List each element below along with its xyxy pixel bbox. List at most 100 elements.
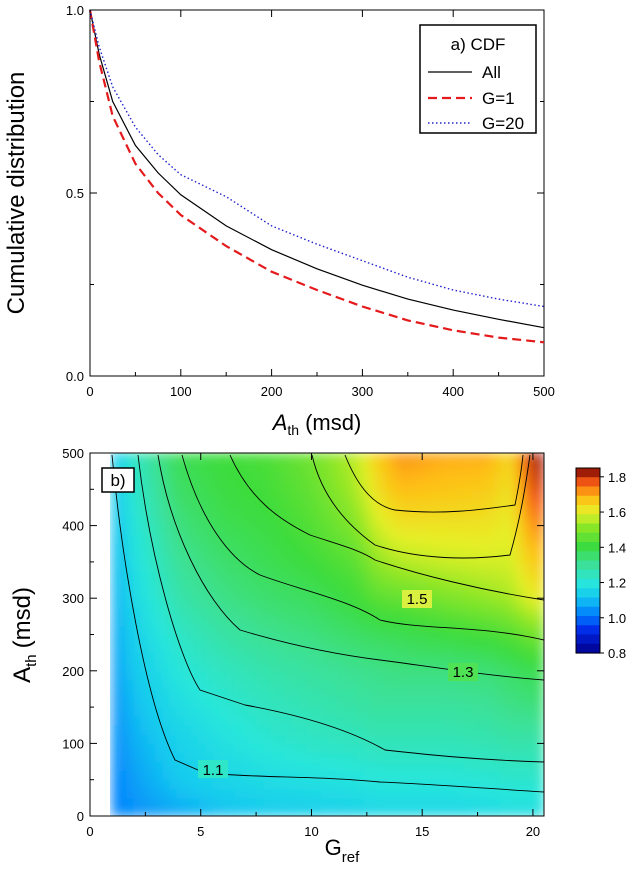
heatmap-cell (421, 488, 430, 500)
heatmap-cell (269, 788, 279, 799)
heatmap-cell (284, 488, 293, 500)
heatmap-cell (133, 643, 142, 654)
heatmap-cell (226, 715, 236, 726)
cdf-x-tick-label: 0 (86, 384, 93, 399)
heatmap-cell (349, 615, 358, 627)
heatmap-cell (514, 453, 524, 463)
heatmap-cell (205, 470, 214, 481)
heatmap-cell (176, 525, 185, 536)
heatmap-cell (262, 470, 272, 481)
heatmap-cell (442, 742, 452, 754)
heatmap-cell (248, 661, 257, 672)
heatmap-cell (212, 670, 221, 681)
heatmap-cell (140, 733, 149, 745)
heatmap-cell (234, 706, 243, 717)
heatmap-cell (392, 525, 401, 536)
heatmap-cell (363, 661, 372, 672)
heatmap-panel-label-box (101, 467, 135, 493)
heatmap-cell (147, 724, 157, 736)
heatmap-cell (248, 588, 257, 599)
heatmap-cell (226, 597, 236, 608)
heatmap-cell (449, 679, 459, 690)
heatmap-cell (500, 525, 509, 536)
heatmap-cell (399, 643, 408, 654)
heatmap-cell (284, 688, 293, 699)
heatmap-cell (385, 606, 394, 618)
heatmap-cell (284, 779, 293, 790)
heatmap-cell (133, 497, 142, 509)
heatmap-cell (521, 561, 531, 572)
heatmap-cell (133, 779, 142, 790)
heatmap-cell (234, 516, 243, 527)
heatmap-cell (118, 733, 128, 745)
heatmap-cell (471, 751, 480, 763)
heatmap-cell (176, 806, 185, 816)
heatmap-cell (111, 761, 121, 772)
heatmap-cell (385, 570, 394, 581)
heatmap-cell (413, 579, 423, 590)
heatmap-cell (298, 461, 308, 472)
heatmap-cell (428, 470, 437, 481)
heatmap-cell (205, 606, 214, 618)
heatmap-cell (226, 588, 236, 599)
heatmap-cell (377, 597, 387, 608)
heatmap-cell (219, 588, 229, 599)
heatmap-cell (485, 679, 495, 690)
heatmap-cell (521, 624, 531, 636)
heatmap-cell (133, 597, 142, 608)
heatmap-cell (377, 706, 387, 717)
heatmap-cell (392, 634, 401, 645)
heatmap-cell (428, 534, 437, 545)
heatmap-cell (507, 679, 516, 690)
heatmap-cell (255, 733, 264, 745)
heatmap-cell (169, 679, 178, 690)
heatmap-cell (198, 579, 207, 590)
heatmap-cell (277, 597, 286, 608)
heatmap-cell (356, 688, 365, 699)
heatmap-cell (413, 788, 423, 799)
heatmap-cell (478, 679, 488, 690)
heatmap-cell (262, 588, 272, 599)
heatmap-cell (169, 624, 178, 636)
heatmap-cell (529, 534, 538, 545)
heatmap-cell (363, 597, 372, 608)
heatmap-cell (334, 497, 344, 509)
heatmap-cell (154, 643, 164, 654)
heatmap-cell (413, 643, 423, 654)
heatmap-cell (118, 715, 128, 726)
heatmap-cell (406, 751, 416, 763)
heatmap-cell (421, 806, 430, 816)
heatmap-cell (478, 597, 488, 608)
heatmap-cell (478, 688, 488, 699)
cdf-panel-label: a) CDF (451, 35, 506, 54)
heatmap-cell (169, 461, 178, 472)
heatmap-cell (255, 715, 264, 726)
heatmap-cell (485, 615, 495, 627)
heatmap-cell (341, 733, 351, 745)
heatmap-cell (226, 652, 236, 663)
heatmap-cell (457, 597, 466, 608)
heatmap-cell (514, 679, 524, 690)
heatmap-cell (327, 615, 336, 627)
heatmap-cell (305, 615, 315, 627)
heatmap-cell (327, 470, 336, 481)
heatmap-cell (234, 742, 243, 754)
heatmap-cell (507, 453, 516, 463)
heatmap-cell (485, 697, 495, 708)
heatmap-cell (298, 552, 308, 563)
heatmap-cell (457, 561, 466, 572)
heatmap-cell (298, 488, 308, 500)
heatmap-cell (493, 806, 502, 816)
heatmap-cell (133, 724, 142, 736)
colorbar-band (576, 606, 600, 617)
heatmap-cell (363, 588, 372, 599)
heatmap-cell (205, 543, 214, 554)
heatmap-cell (133, 615, 142, 627)
heatmap-cell (471, 634, 480, 645)
heatmap-cell (133, 606, 142, 618)
heatmap-cell (356, 733, 365, 745)
heatmap-cell (529, 733, 538, 745)
heatmap-cell (305, 724, 315, 736)
heatmap-cell (521, 588, 531, 599)
heatmap-cell (262, 543, 272, 554)
